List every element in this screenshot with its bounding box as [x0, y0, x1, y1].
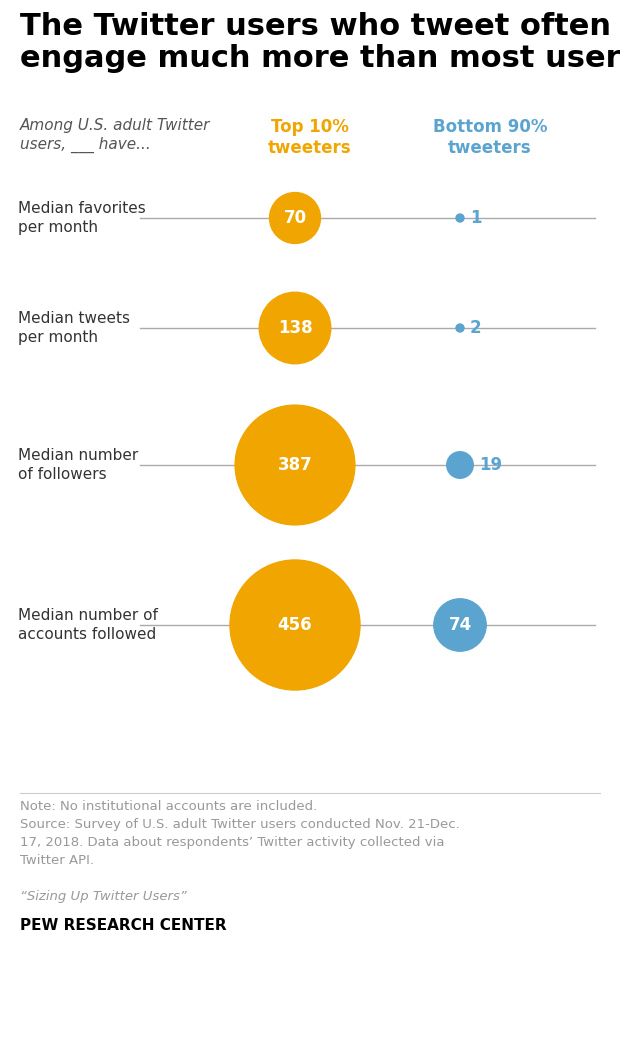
Circle shape: [456, 324, 464, 332]
Circle shape: [456, 214, 464, 222]
Text: Median number
of followers: Median number of followers: [18, 448, 138, 482]
Text: 456: 456: [278, 616, 312, 634]
Circle shape: [447, 452, 473, 478]
Text: 1: 1: [470, 209, 482, 227]
Text: 387: 387: [278, 456, 312, 474]
Text: Note: No institutional accounts are included.
Source: Survey of U.S. adult Twitt: Note: No institutional accounts are incl…: [20, 800, 460, 867]
Text: Median favorites
per month: Median favorites per month: [18, 201, 146, 235]
Circle shape: [230, 560, 360, 690]
Circle shape: [434, 598, 486, 651]
Circle shape: [270, 192, 321, 243]
Text: Bottom 90%
tweeters: Bottom 90% tweeters: [433, 118, 547, 157]
Text: Among U.S. adult Twitter
users, ___ have...: Among U.S. adult Twitter users, ___ have…: [20, 118, 210, 154]
Text: Median tweets
per month: Median tweets per month: [18, 311, 130, 345]
Circle shape: [259, 292, 330, 364]
Text: PEW RESEARCH CENTER: PEW RESEARCH CENTER: [20, 918, 227, 933]
Text: The Twitter users who tweet often
engage much more than most users: The Twitter users who tweet often engage…: [20, 12, 620, 74]
Text: Top 10%
tweeters: Top 10% tweeters: [268, 118, 352, 157]
Text: “Sizing Up Twitter Users”: “Sizing Up Twitter Users”: [20, 890, 187, 903]
Text: 70: 70: [283, 209, 306, 227]
Text: 138: 138: [278, 319, 312, 337]
Circle shape: [235, 405, 355, 525]
Text: 2: 2: [470, 319, 482, 337]
Text: 74: 74: [448, 616, 472, 634]
Text: Median number of
accounts followed: Median number of accounts followed: [18, 608, 158, 642]
Text: 19: 19: [479, 456, 502, 474]
